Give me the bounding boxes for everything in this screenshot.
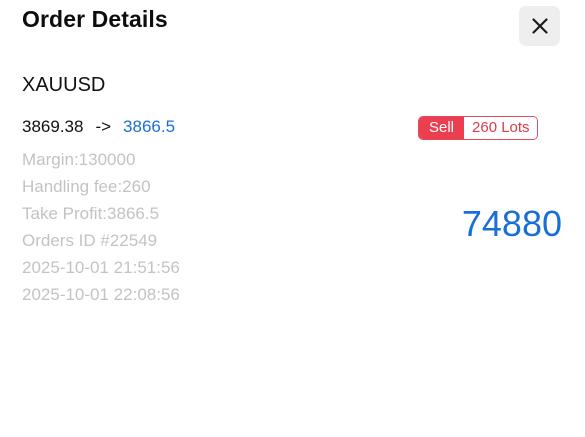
profit-value: 74880	[461, 203, 562, 244]
order-id-text: Orders ID #22549	[22, 231, 158, 250]
order-info-list: Margin:130000 Handling fee:260 Take Prof…	[22, 146, 180, 308]
close-button[interactable]	[519, 6, 560, 46]
open-time-text: 2025-10-01 21:51:56	[22, 258, 180, 277]
handling-fee-text: Handling fee:260	[22, 177, 151, 196]
open-price: 3869.38	[22, 117, 84, 136]
close-icon	[531, 18, 548, 34]
price-change: 3869.38 -> 3866.5	[22, 117, 175, 137]
close-time-text: 2025-10-01 22:08:56	[22, 285, 180, 304]
page-title: Order Details	[22, 6, 168, 32]
order-symbol: XAUUSD	[22, 74, 106, 96]
side-badge: Sell	[419, 117, 465, 139]
lots-badge: 260 Lots	[464, 117, 537, 139]
margin-text: Margin:130000	[22, 150, 136, 169]
close-price: 3866.5	[123, 117, 176, 136]
order-type-badge: Sell 260 Lots	[418, 116, 538, 140]
take-profit-text: Take Profit:3866.5	[22, 204, 160, 223]
price-arrow: ->	[95, 117, 112, 136]
